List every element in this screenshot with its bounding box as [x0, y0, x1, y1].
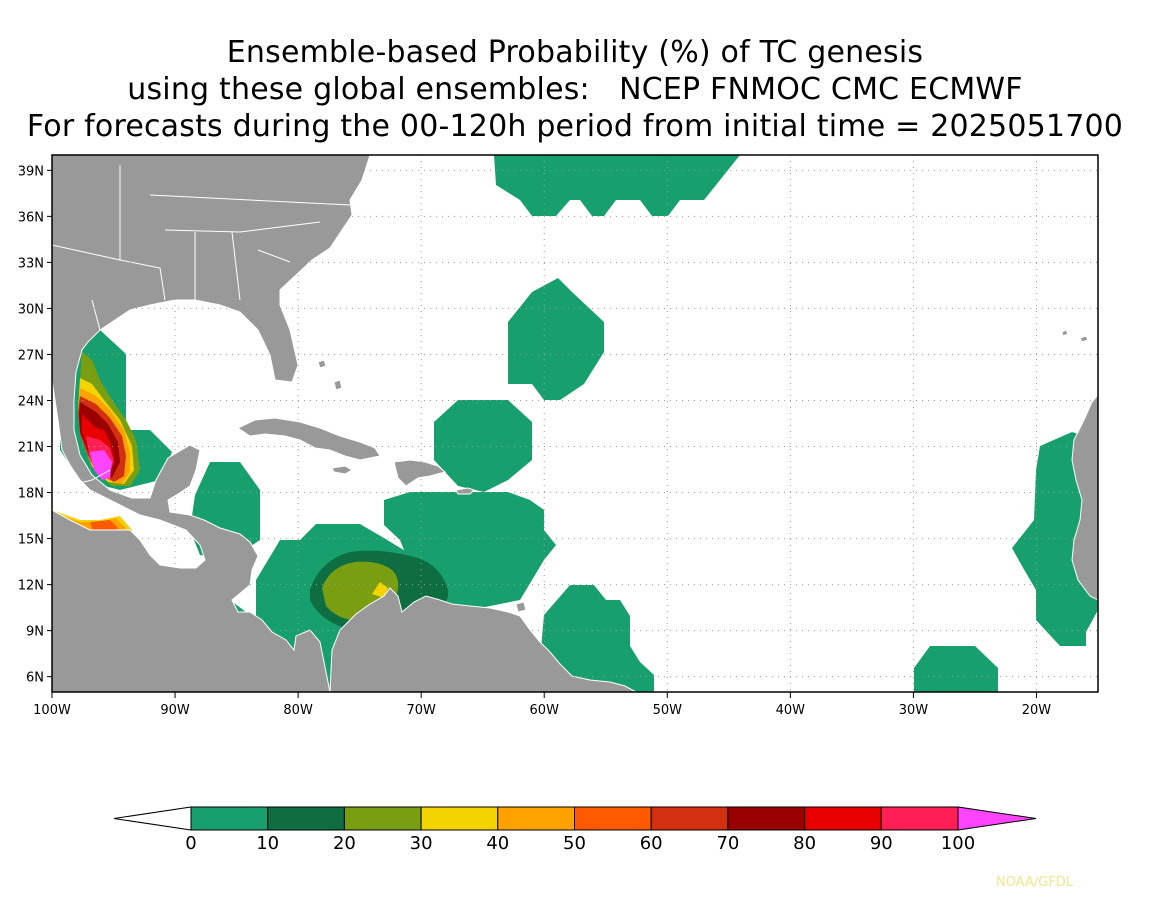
colorbar-box: [497, 806, 575, 831]
lon-tick-label: 80W: [283, 703, 313, 718]
colorbar-box: [574, 806, 652, 831]
lon-tick-label: 70W: [406, 703, 436, 718]
lon-tick-label: 50W: [653, 703, 683, 718]
title-line-1: Ensemble-based Probability (%) of TC gen…: [226, 35, 924, 70]
colorbar-box: [190, 806, 269, 831]
colorbar-under-arrow: [113, 806, 192, 831]
colorbar-label: 0: [185, 833, 196, 854]
colorbar-label: 60: [640, 833, 663, 854]
lat-tick-label: 12N: [18, 579, 44, 594]
map-gridlines: [52, 155, 1098, 692]
lon-tick-label: 100W: [33, 703, 71, 718]
lat-tick-label: 36N: [18, 210, 44, 225]
lat-axis: 6N 9N 12N 15N 18N 21N 24N 27N 30N 33N 36N 39N: [18, 164, 52, 686]
title-line-3: For forecasts during the 00-120h period …: [26, 109, 1124, 144]
lon-axis: 100W 90W 80W 70W 60W 50W 40W 30W 20W: [33, 692, 1051, 718]
colorbar-box: [343, 806, 422, 831]
colorbar-label: 40: [486, 833, 509, 854]
lon-tick-label: 30W: [899, 703, 929, 718]
lat-tick-label: 9N: [26, 625, 44, 640]
colorbar-box: [650, 806, 729, 831]
lat-tick-label: 27N: [18, 348, 44, 363]
lon-tick-label: 20W: [1022, 703, 1052, 718]
lat-tick-label: 24N: [18, 394, 44, 409]
colorbar-over-arrow: [957, 806, 1037, 831]
lat-tick-label: 18N: [18, 487, 44, 502]
lat-tick-label: 6N: [26, 671, 44, 686]
lat-tick-label: 33N: [18, 256, 44, 271]
map-frame: [51, 154, 1099, 693]
state-borders: [52, 165, 351, 491]
lat-tick-label: 30N: [18, 302, 44, 317]
lat-tick-label: 15N: [18, 533, 44, 548]
chart-title: Ensemble-based Probability (%) of TC gen…: [0, 34, 1150, 145]
colorbar-box: [727, 806, 806, 831]
colorbar-label: 70: [716, 833, 739, 854]
colorbar-label: 50: [563, 833, 586, 854]
colorbar-box: [880, 806, 959, 831]
colorbar-label: 90: [870, 833, 893, 854]
colorbar-box: [804, 806, 882, 831]
lat-tick-label: 39N: [18, 164, 44, 179]
colorbar-label: 30: [410, 833, 433, 854]
lon-tick-label: 60W: [530, 703, 560, 718]
lon-tick-label: 40W: [776, 703, 806, 718]
title-line-2: using these global ensembles: NCEP FNMOC…: [127, 72, 1023, 107]
colorbar-label: 80: [793, 833, 816, 854]
lon-tick-label: 90W: [160, 703, 190, 718]
colorbar-label: 10: [256, 833, 279, 854]
colorbar-label: 100: [941, 833, 975, 854]
colorbar-label: 20: [333, 833, 356, 854]
lat-tick-label: 21N: [18, 441, 44, 456]
colorbar-box: [267, 806, 345, 831]
colorbar-box: [420, 806, 499, 831]
credit-label: NOAA/GFDL: [996, 875, 1074, 890]
